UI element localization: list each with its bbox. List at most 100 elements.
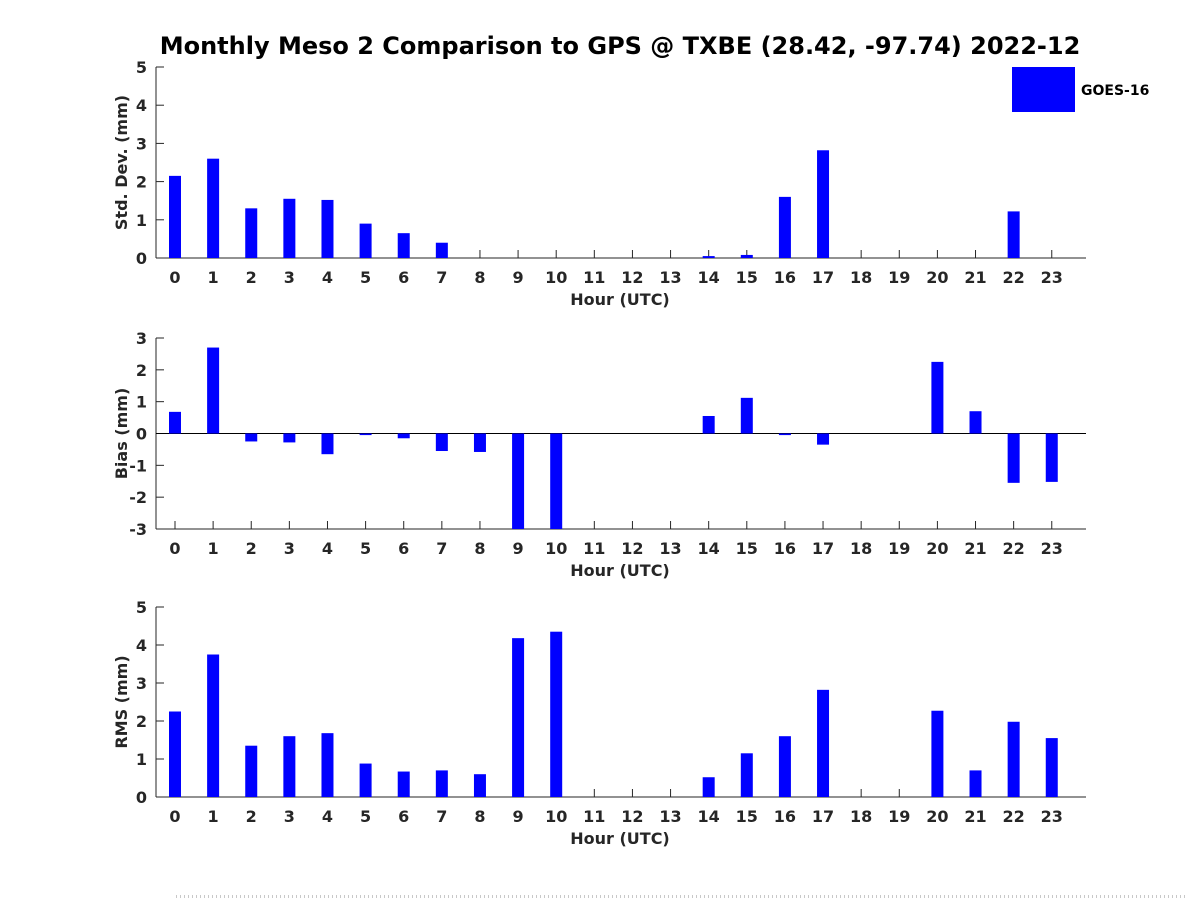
bar-hour-9 [512,433,525,529]
bar-hour-1 [207,158,220,258]
x-tick-label: 3 [284,268,295,287]
x-tick-label: 18 [850,539,872,558]
x-tick-label: 13 [659,539,681,558]
bar-hour-21 [969,770,982,797]
legend-swatch [1012,67,1075,112]
x-tick-label: 4 [322,268,333,287]
bar-hour-10 [550,631,563,797]
x-tick-label: 8 [474,268,485,287]
bar-hour-5 [359,433,372,436]
x-tick-label: 17 [812,268,834,287]
x-tick-label: 7 [436,268,447,287]
y-axis-label: Bias (mm) [112,388,131,480]
x-tick-label: 15 [736,268,758,287]
y-tick-label: 2 [136,361,147,380]
x-tick-label: 18 [850,268,872,287]
y-tick-label: 0 [136,425,147,444]
x-tick-label: 12 [621,807,643,826]
x-axis-label: Hour (UTC) [570,290,670,309]
bar-hour-20 [931,710,944,797]
y-tick-label: 1 [136,393,147,412]
bar-hour-2 [245,745,258,797]
x-tick-label: 16 [774,807,796,826]
bar-hour-15 [740,254,753,258]
bar-hour-3 [283,736,296,797]
x-axis-label: Hour (UTC) [570,829,670,848]
bar-hour-14 [702,777,715,797]
bar-hour-0 [169,175,181,258]
x-tick-label: 22 [1003,539,1025,558]
x-tick-label: 11 [583,807,605,826]
x-tick-label: 16 [774,268,796,287]
bar-hour-20 [931,361,944,434]
bar-hour-4 [321,733,334,797]
bar-hour-9 [512,638,525,797]
bar-hour-4 [321,433,334,455]
bar-hour-5 [359,763,372,797]
x-tick-label: 20 [926,539,948,558]
y-tick-label: 3 [136,134,147,153]
x-tick-label: 7 [436,807,447,826]
x-tick-label: 14 [698,807,720,826]
y-tick-label: 2 [136,173,147,192]
x-tick-label: 5 [360,268,371,287]
x-tick-label: 19 [888,539,910,558]
legend: GOES-16 [1012,67,1149,112]
bar-hour-6 [397,771,410,797]
x-tick-label: 1 [208,539,219,558]
y-tick-label: 0 [136,788,147,807]
bar-hour-4 [321,199,334,258]
x-tick-label: 21 [964,807,986,826]
x-tick-label: 0 [169,539,180,558]
x-tick-label: 22 [1003,807,1025,826]
bar-hour-15 [740,397,753,434]
y-tick-label: 4 [136,96,147,115]
x-tick-label: 16 [774,539,796,558]
y-tick-label: 3 [136,674,147,693]
bar-hour-2 [245,433,258,442]
legend-label: GOES-16 [1081,83,1149,99]
x-tick-label: 2 [246,807,257,826]
x-tick-label: 14 [698,268,720,287]
y-tick-label: -3 [129,520,147,539]
x-tick-label: 13 [659,268,681,287]
y-tick-label: 5 [136,598,147,617]
x-tick-label: 17 [812,539,834,558]
x-tick-label: 13 [659,807,681,826]
x-tick-label: 5 [360,807,371,826]
bar-hour-6 [397,433,410,439]
x-tick-label: 14 [698,539,720,558]
x-tick-label: 12 [621,268,643,287]
x-tick-label: 2 [246,268,257,287]
bar-hour-7 [435,242,448,258]
y-tick-label: -2 [129,488,147,507]
x-tick-label: 9 [513,807,524,826]
bar-hour-5 [359,223,372,258]
bar-hour-14 [702,415,715,434]
bar-hour-1 [207,347,220,434]
y-tick-label: 0 [136,249,147,268]
bar-hour-17 [817,433,830,445]
bar-hour-22 [1007,211,1020,258]
y-tick-label: -1 [129,456,147,475]
x-tick-label: 17 [812,807,834,826]
x-tick-label: 6 [398,807,409,826]
x-tick-label: 23 [1041,539,1063,558]
x-tick-label: 23 [1041,807,1063,826]
x-tick-label: 6 [398,268,409,287]
x-tick-label: 3 [284,807,295,826]
x-tick-label: 19 [888,268,910,287]
y-tick-label: 5 [136,58,147,77]
y-tick-label: 4 [136,636,147,655]
bar-hour-1 [207,654,220,797]
x-tick-label: 18 [850,807,872,826]
x-axis-label: Hour (UTC) [570,561,670,580]
bar-hour-22 [1007,721,1020,797]
x-tick-label: 12 [621,539,643,558]
x-tick-label: 4 [322,807,333,826]
x-tick-label: 21 [964,539,986,558]
bar-hour-14 [702,256,715,258]
x-tick-label: 7 [436,539,447,558]
